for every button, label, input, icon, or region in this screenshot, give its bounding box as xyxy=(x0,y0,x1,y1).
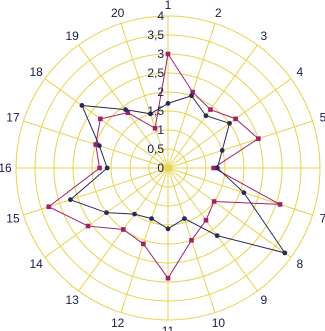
data-point xyxy=(241,190,247,196)
data-point xyxy=(189,93,194,99)
data-point xyxy=(211,165,216,171)
data-point xyxy=(189,237,194,243)
data-point xyxy=(93,142,99,147)
category-label: 12 xyxy=(111,316,125,330)
tick-label: 4 xyxy=(157,9,164,23)
tick-label: 2 xyxy=(157,85,164,99)
grid-spoke xyxy=(120,23,169,169)
data-point xyxy=(277,202,283,207)
data-point xyxy=(215,165,220,171)
category-label: 4 xyxy=(297,65,304,79)
data-point xyxy=(219,147,225,153)
tick-label: 3 xyxy=(157,47,164,61)
data-point xyxy=(165,51,171,57)
data-point xyxy=(214,233,220,239)
data-point xyxy=(123,107,128,112)
data-point xyxy=(282,250,288,256)
category-label: 16 xyxy=(0,161,12,175)
grid-spoke xyxy=(120,167,169,313)
data-point xyxy=(152,125,158,131)
data-point xyxy=(233,116,238,122)
category-label: 15 xyxy=(6,211,20,225)
data-point xyxy=(46,204,52,210)
series-1 xyxy=(46,51,283,281)
category-label: 10 xyxy=(212,316,226,330)
data-point xyxy=(132,211,137,217)
data-point xyxy=(85,223,91,229)
category-label: 3 xyxy=(260,29,267,43)
grid-spoke xyxy=(167,167,258,292)
tick-label: 1 xyxy=(157,123,164,137)
data-point xyxy=(211,199,217,204)
grid-spoke xyxy=(167,120,313,169)
grid-spoke xyxy=(167,167,292,258)
data-point xyxy=(203,113,209,119)
tick-label: 1,5 xyxy=(147,104,164,118)
category-label: 19 xyxy=(66,29,80,43)
data-point xyxy=(149,216,154,222)
category-label: 14 xyxy=(29,257,43,271)
tick-label: 0,5 xyxy=(147,142,164,156)
category-label: 2 xyxy=(215,6,222,20)
data-point xyxy=(98,116,103,122)
tick-label: 3,5 xyxy=(147,28,164,42)
grid-spoke xyxy=(78,44,169,169)
data-point xyxy=(97,165,102,171)
series-layer xyxy=(46,51,288,281)
category-label: 9 xyxy=(260,293,267,307)
category-label: 17 xyxy=(6,111,20,125)
data-point xyxy=(208,107,213,112)
data-point xyxy=(121,227,126,232)
category-label: 20 xyxy=(111,6,125,20)
data-point xyxy=(165,101,171,106)
category-label: 8 xyxy=(297,257,304,271)
tick-label: 0 xyxy=(157,161,164,175)
category-label: 18 xyxy=(29,65,43,79)
category-label: 13 xyxy=(66,293,80,307)
category-label: 1 xyxy=(165,0,172,12)
data-point xyxy=(147,111,153,117)
grid-spoke xyxy=(23,167,169,216)
grid xyxy=(15,15,321,321)
series-2 xyxy=(68,93,288,256)
data-point xyxy=(165,226,171,232)
category-label: 11 xyxy=(162,324,175,331)
data-point xyxy=(104,165,110,171)
data-point xyxy=(141,241,146,247)
tick-label: 2,5 xyxy=(147,66,164,80)
data-point xyxy=(104,210,109,216)
grid-spoke xyxy=(167,44,258,169)
data-point xyxy=(79,103,85,108)
category-label: 5 xyxy=(320,111,325,125)
data-point xyxy=(165,275,171,281)
data-point xyxy=(256,136,261,141)
data-point xyxy=(125,110,131,115)
data-point xyxy=(203,217,209,223)
data-point xyxy=(96,143,102,149)
grid-spoke xyxy=(44,78,169,169)
data-point xyxy=(190,89,195,95)
data-point xyxy=(182,216,187,222)
grid-spoke xyxy=(167,167,313,216)
data-point xyxy=(227,120,232,126)
category-label: 7 xyxy=(320,211,325,225)
data-point xyxy=(68,197,73,203)
